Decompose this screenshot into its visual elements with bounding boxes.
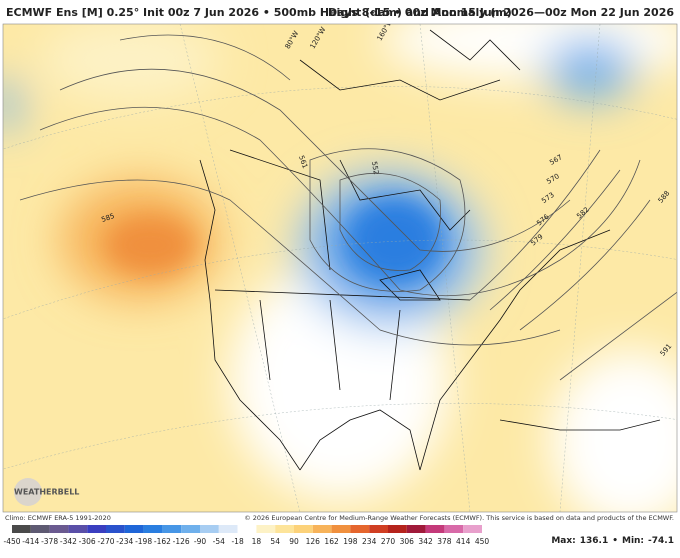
logo-text: WEATHERBELL bbox=[14, 488, 79, 497]
colorbar-label: 270 bbox=[381, 537, 396, 546]
logo: WEATHERBELL bbox=[14, 478, 79, 506]
colorbar-label: 342 bbox=[418, 537, 433, 546]
anomaly-field bbox=[3, 24, 677, 512]
stats-separator: • bbox=[612, 536, 618, 546]
colorbar-label: 198 bbox=[343, 537, 358, 546]
colorbar-swatch bbox=[388, 525, 407, 533]
stats-min-label: Min: bbox=[622, 536, 644, 546]
colorbar-swatch bbox=[463, 525, 482, 533]
colorbar-label: -270 bbox=[97, 537, 114, 546]
colorbar-swatch bbox=[143, 525, 163, 533]
colorbar-label: 54 bbox=[270, 537, 280, 546]
climo: Climo: ECMWF ERA-5 1991-2020 bbox=[5, 514, 111, 522]
stats-min: -74.1 bbox=[648, 536, 674, 546]
stats: Max: 136.1 • Min: -74.1 bbox=[551, 536, 674, 546]
colorbar-label: 18 bbox=[252, 537, 262, 546]
colorbar-swatch bbox=[218, 525, 238, 533]
colorbar-label: -342 bbox=[60, 537, 77, 546]
colorbar-swatch bbox=[106, 525, 125, 533]
colorbar-label: 162 bbox=[324, 537, 339, 546]
colorbar-swatch bbox=[425, 525, 445, 533]
colorbar-swatch bbox=[294, 525, 313, 533]
colorbar-swatch bbox=[369, 525, 388, 533]
colorbar-label: 414 bbox=[456, 537, 471, 546]
contours bbox=[19, 34, 677, 381]
colorbar-swatch bbox=[12, 525, 31, 533]
colorbar-swatch bbox=[275, 525, 294, 533]
copyright: © 2026 European Centre for Medium-Range … bbox=[244, 514, 674, 522]
period: Days 8–15 • 00z Mon 15 Jun 2026—00z Mon … bbox=[328, 6, 674, 19]
colorbar-label: -54 bbox=[213, 537, 225, 546]
colorbar-label: 90 bbox=[289, 537, 299, 546]
colorbar-swatch bbox=[200, 525, 219, 533]
colorbar-label: -306 bbox=[79, 537, 96, 546]
colorbar: -450 -414 -378 -342 -306 -270 -234 -198 -162 -126… bbox=[3, 525, 489, 546]
stats-max-label: Max: bbox=[551, 536, 575, 546]
colorbar-swatch bbox=[312, 525, 332, 533]
colorbar-swatch bbox=[162, 525, 182, 533]
coastlines bbox=[199, 29, 661, 471]
colorbar-swatch bbox=[256, 525, 276, 533]
colorbar-swatch bbox=[181, 525, 200, 533]
title: ECMWF Ens [M] 0.25° Init 00z 7 Jun 2026 … bbox=[6, 6, 512, 19]
colorbar-swatch bbox=[68, 525, 88, 533]
map-frame bbox=[2, 23, 678, 513]
colorbar-swatch bbox=[350, 525, 370, 533]
colorbar-swatch bbox=[87, 525, 106, 533]
colorbar-label: 450 bbox=[475, 537, 490, 546]
colorbar-label: -162 bbox=[154, 537, 171, 546]
colorbar-label: 306 bbox=[400, 537, 415, 546]
colorbar-label: -126 bbox=[173, 537, 190, 546]
colorbar-swatch bbox=[444, 525, 464, 533]
colorbar-swatch bbox=[49, 525, 69, 533]
colorbar-swatch bbox=[237, 525, 257, 533]
colorbar-label: -234 bbox=[116, 537, 133, 546]
colorbar-label: 378 bbox=[437, 537, 452, 546]
stats-max: 136.1 bbox=[580, 536, 608, 546]
contour-label: 552 bbox=[370, 161, 380, 176]
colorbar-label: -198 bbox=[135, 537, 152, 546]
colorbar-label: 234 bbox=[362, 537, 377, 546]
colorbar-label: 126 bbox=[306, 537, 321, 546]
stats-text: Max: 136.1 • Min: -74.1 bbox=[551, 536, 674, 546]
colorbar-label: -378 bbox=[41, 537, 58, 546]
colorbar-label: -414 bbox=[22, 537, 39, 546]
colorbar-label: -450 bbox=[3, 537, 20, 546]
colorbar-swatch bbox=[331, 525, 351, 533]
colorbar-label: -90 bbox=[194, 537, 206, 546]
colorbar-swatch bbox=[406, 525, 426, 533]
colorbar-swatch bbox=[30, 525, 50, 533]
colorbar-label: -18 bbox=[231, 537, 243, 546]
colorbar-swatch bbox=[124, 525, 144, 533]
